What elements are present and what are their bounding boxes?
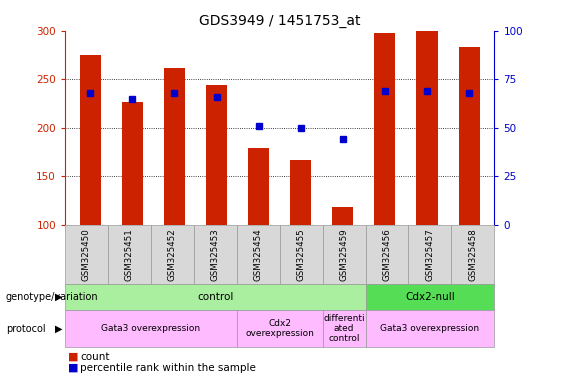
Text: GSM325459: GSM325459 bbox=[340, 228, 349, 281]
Text: ▶: ▶ bbox=[55, 292, 62, 302]
Text: GSM325456: GSM325456 bbox=[383, 228, 392, 281]
Text: GSM325450: GSM325450 bbox=[82, 228, 91, 281]
Text: GSM325454: GSM325454 bbox=[254, 228, 263, 281]
Text: ■: ■ bbox=[68, 363, 79, 373]
Bar bbox=[290, 160, 311, 225]
Bar bbox=[206, 85, 227, 225]
Text: ▶: ▶ bbox=[55, 323, 62, 334]
Text: genotype/variation: genotype/variation bbox=[6, 292, 98, 302]
Bar bbox=[332, 207, 353, 225]
Text: protocol: protocol bbox=[6, 323, 45, 334]
Text: GSM325453: GSM325453 bbox=[211, 228, 220, 281]
Text: differenti
ated
control: differenti ated control bbox=[323, 314, 365, 343]
Text: Cdx2
overexpression: Cdx2 overexpression bbox=[245, 319, 314, 338]
Bar bbox=[80, 55, 101, 225]
Text: GSM325457: GSM325457 bbox=[425, 228, 434, 281]
Text: Gata3 overexpression: Gata3 overexpression bbox=[380, 324, 480, 333]
Text: GSM325455: GSM325455 bbox=[297, 228, 306, 281]
Text: control: control bbox=[197, 292, 233, 302]
Bar bbox=[164, 68, 185, 225]
Text: Gata3 overexpression: Gata3 overexpression bbox=[101, 324, 201, 333]
Text: GSM325452: GSM325452 bbox=[168, 228, 177, 281]
Text: GSM325451: GSM325451 bbox=[125, 228, 134, 281]
Bar bbox=[459, 47, 480, 225]
Bar bbox=[416, 31, 437, 225]
Text: ■: ■ bbox=[68, 352, 79, 362]
Bar bbox=[248, 148, 269, 225]
Text: GSM325458: GSM325458 bbox=[468, 228, 477, 281]
Bar bbox=[122, 103, 143, 225]
Text: percentile rank within the sample: percentile rank within the sample bbox=[80, 363, 256, 373]
Text: count: count bbox=[80, 352, 110, 362]
Text: Cdx2-null: Cdx2-null bbox=[405, 292, 455, 302]
Bar bbox=[375, 33, 396, 225]
Title: GDS3949 / 1451753_at: GDS3949 / 1451753_at bbox=[199, 14, 360, 28]
